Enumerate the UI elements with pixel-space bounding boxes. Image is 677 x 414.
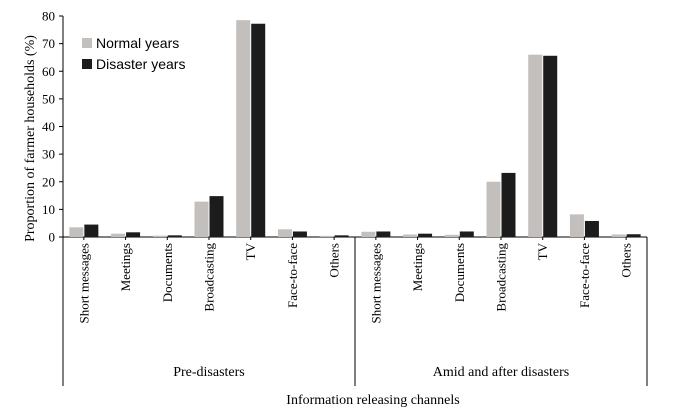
category-label: Broadcasting <box>202 243 217 312</box>
bar-disaster <box>84 224 99 237</box>
legend-swatch-normal <box>82 38 92 48</box>
bars <box>69 20 641 237</box>
category-label: Meetings <box>410 243 425 291</box>
category-label: Broadcasting <box>494 243 509 312</box>
bar-normal <box>528 54 543 237</box>
bar-normal <box>361 231 376 237</box>
bar-normal <box>569 214 584 237</box>
bar-disaster <box>167 235 182 237</box>
bar-disaster <box>501 172 516 237</box>
bar-disaster <box>376 231 391 237</box>
y-tick-label: 40 <box>42 119 55 134</box>
y-tick-label: 70 <box>42 36 55 51</box>
labels: Proportion of farmer households (%) Short… <box>23 35 634 408</box>
y-tick-label: 50 <box>42 91 55 106</box>
y-tick-label: 80 <box>42 9 55 24</box>
category-label: Short messages <box>76 243 91 324</box>
category-label: Meetings <box>118 243 133 291</box>
category-label: Others <box>327 243 342 278</box>
bar-normal <box>152 235 167 237</box>
bar-normal <box>69 227 84 237</box>
legend: Normal years Disaster years <box>82 35 185 72</box>
bar-normal <box>111 233 126 237</box>
legend-label: Normal years <box>96 35 179 51</box>
bar-disaster <box>292 231 307 237</box>
bar-disaster <box>459 231 474 237</box>
y-tick-label: 0 <box>49 230 56 245</box>
y-tick-label: 10 <box>42 202 55 217</box>
group-label: Amid and after disasters <box>433 365 569 380</box>
bar-normal <box>319 235 334 237</box>
bar-normal <box>236 20 251 237</box>
y-axis-title: Proportion of farmer households (%) <box>23 35 38 242</box>
x-axis-title: Information releasing channels <box>286 393 459 408</box>
category-label: Face-to-face <box>577 243 592 308</box>
bar-disaster <box>209 196 224 237</box>
category-label: Short messages <box>368 243 383 324</box>
axes: 0 10 20 30 40 50 60 70 80 <box>42 9 648 386</box>
bar-normal <box>486 181 501 237</box>
category-label: Face-to-face <box>285 243 300 308</box>
y-tick-label: 30 <box>42 147 55 162</box>
group-label: Pre-disasters <box>173 365 245 380</box>
category-label: Others <box>619 243 634 278</box>
legend-label: Disaster years <box>96 56 185 72</box>
bar-disaster <box>126 232 141 237</box>
legend-swatch-disaster <box>82 59 92 69</box>
bar-disaster <box>418 233 433 237</box>
y-tick-label: 20 <box>42 174 55 189</box>
bar-normal <box>444 234 459 237</box>
y-tick-label: 60 <box>42 64 55 79</box>
bar-normal <box>611 234 626 237</box>
bar-normal <box>403 234 418 237</box>
bar-disaster <box>543 55 558 237</box>
category-label: Documents <box>452 243 467 302</box>
category-label: TV <box>243 242 258 260</box>
category-label: Documents <box>160 243 175 302</box>
bar-normal <box>194 201 209 237</box>
bar-normal <box>277 229 292 237</box>
bar-disaster <box>626 234 641 237</box>
bar-disaster <box>334 235 349 237</box>
bar-disaster <box>251 23 266 237</box>
bar-disaster <box>584 220 599 237</box>
category-label: TV <box>535 242 550 260</box>
